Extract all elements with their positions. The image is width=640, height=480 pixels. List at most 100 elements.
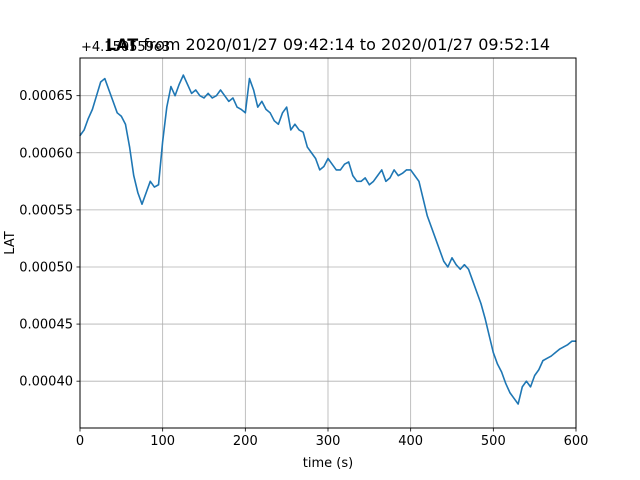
data-point	[129, 146, 131, 148]
data-point	[315, 157, 317, 160]
data-point	[455, 264, 457, 266]
data-point	[546, 357, 548, 359]
data-point	[352, 175, 354, 177]
data-point	[186, 83, 189, 85]
data-point	[525, 380, 528, 382]
data-point	[224, 95, 226, 97]
data-point	[393, 169, 395, 171]
x-tick-label: 400	[398, 434, 423, 449]
data-point	[323, 165, 325, 168]
data-point	[149, 180, 151, 182]
x-tick-label: 200	[233, 434, 258, 449]
data-point	[253, 89, 255, 91]
data-point	[426, 214, 428, 217]
data-point	[104, 77, 106, 80]
data-point	[381, 169, 383, 171]
data-point	[203, 97, 205, 99]
data-point	[558, 348, 561, 350]
data-point	[447, 266, 449, 268]
data-point	[372, 180, 375, 182]
data-point	[137, 192, 139, 194]
data-point	[410, 169, 412, 171]
data-point	[157, 184, 160, 186]
data-point	[492, 352, 494, 354]
data-point	[87, 117, 89, 120]
data-point	[538, 369, 540, 371]
data-point	[145, 192, 147, 194]
data-point	[244, 112, 246, 114]
data-point	[368, 184, 370, 186]
x-tick-label: 0	[76, 434, 84, 449]
data-point	[397, 175, 399, 177]
data-point	[513, 397, 515, 399]
data-point	[463, 264, 465, 266]
data-point	[290, 129, 292, 131]
grid-lines	[79, 58, 577, 428]
data-point	[219, 89, 222, 91]
data-point	[174, 95, 176, 97]
y-tick-label: 0.00065	[19, 89, 73, 104]
data-point	[422, 197, 424, 200]
data-point	[331, 163, 333, 165]
data-point	[356, 180, 358, 182]
data-point	[434, 237, 437, 240]
data-point	[281, 112, 284, 114]
data-point	[112, 100, 114, 102]
data-point	[91, 108, 93, 110]
x-tick-label: 500	[481, 434, 506, 449]
data-point	[153, 186, 155, 188]
y-tick-label: 0.00040	[19, 375, 73, 390]
data-point	[496, 363, 499, 365]
data-point	[567, 344, 569, 346]
data-point	[339, 169, 341, 171]
data-point	[488, 334, 490, 337]
data-point	[215, 95, 217, 97]
data-point	[439, 249, 441, 251]
data-point	[327, 157, 329, 160]
data-point	[178, 83, 180, 85]
axis-ticks: 0 100 200 300 400 500 600 0.00040 0.00045 0.00050…	[19, 89, 588, 449]
data-point	[348, 161, 350, 163]
chart-title-rest: from 2020/01/27 09:42:14 to 2020/01/27 0…	[138, 35, 550, 54]
data-point	[542, 360, 544, 362]
y-axis-offset-label: +4.150559e3	[81, 40, 170, 55]
data-point	[389, 177, 391, 179]
data-point	[476, 291, 478, 293]
data-point	[480, 302, 482, 305]
data-point	[265, 108, 267, 110]
data-point	[418, 180, 420, 182]
data-point	[195, 89, 197, 91]
data-series	[79, 74, 577, 405]
data-point	[529, 386, 532, 388]
data-point	[228, 100, 230, 102]
data-point	[550, 355, 552, 357]
data-point	[286, 106, 288, 108]
data-point	[141, 203, 143, 205]
data-point	[443, 260, 445, 262]
y-tick-label: 0.00050	[19, 260, 73, 275]
x-tick-label: 600	[564, 434, 589, 449]
data-point	[236, 106, 238, 108]
data-point	[207, 92, 209, 94]
y-tick-label: 0.00060	[19, 146, 73, 161]
chart-title-bold: LAT	[106, 35, 138, 54]
data-point	[505, 382, 507, 385]
data-point	[162, 140, 164, 142]
data-point	[319, 169, 321, 171]
data-point	[116, 112, 118, 114]
data-point	[83, 129, 85, 131]
data-point	[277, 123, 279, 125]
data-point	[120, 115, 122, 117]
data-point	[257, 106, 259, 108]
data-point	[269, 112, 271, 114]
data-point	[414, 175, 416, 177]
data-point	[517, 403, 519, 405]
data-point	[306, 146, 308, 148]
data-point	[385, 180, 387, 182]
data-point	[182, 74, 184, 76]
data-point	[191, 92, 193, 94]
data-point	[459, 268, 461, 270]
data-point	[240, 108, 242, 110]
data-point	[232, 97, 234, 99]
data-point	[563, 346, 565, 348]
